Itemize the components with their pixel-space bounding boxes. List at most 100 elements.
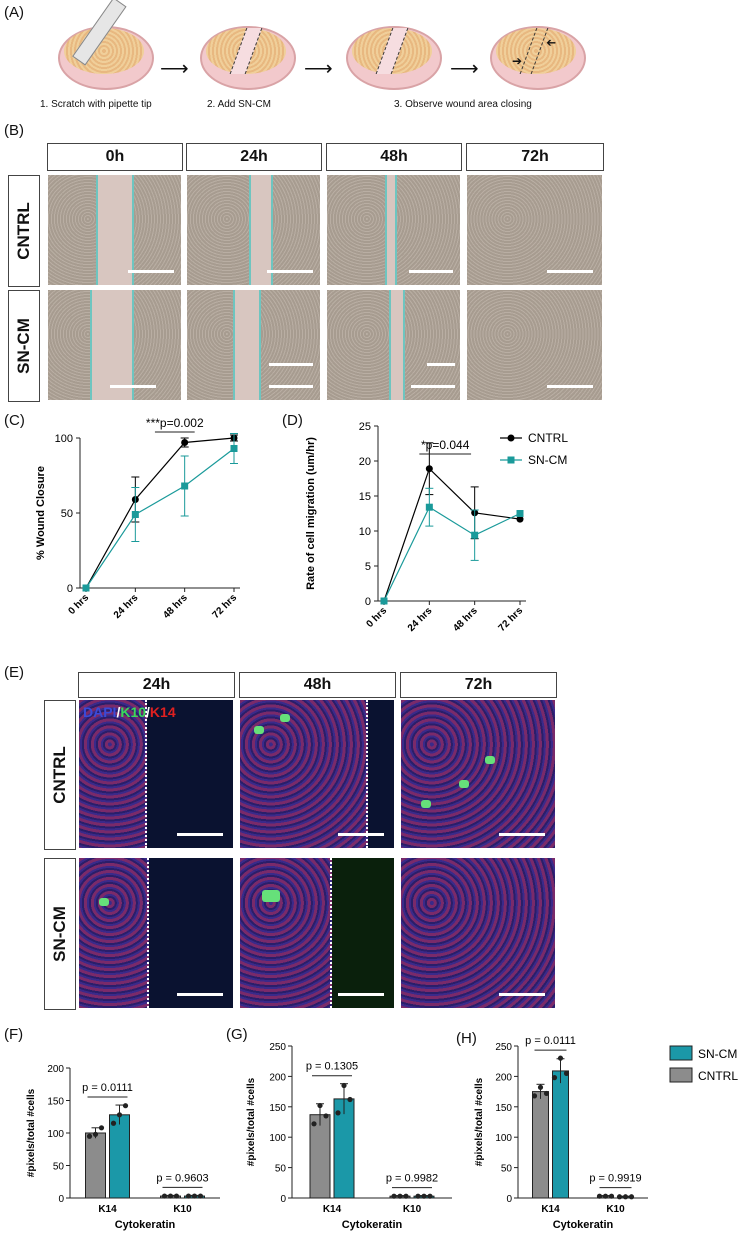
replicate-point: [551, 1075, 558, 1081]
scale-bar: [177, 833, 223, 836]
x-tick-label: K14: [323, 1204, 342, 1215]
p-value-label: p = 0.0111: [82, 1082, 133, 1094]
p-value-label: p = 0.1305: [306, 1061, 358, 1073]
y-tick-label: 50: [61, 508, 73, 520]
series-line-sn-cm: [85, 448, 235, 589]
panel-label-g: (G): [226, 1026, 248, 1043]
step-3-caption: 3. Observe wound area closing: [394, 99, 532, 110]
micrograph-sncm-48h: [327, 290, 460, 400]
x-tick-label: K14: [98, 1204, 117, 1215]
replicate-point: [622, 1194, 629, 1200]
step-1-caption: 1. Scratch with pipette tip: [40, 99, 152, 110]
data-point-cntrl: [516, 515, 524, 523]
fluorescence-cntrl-72h: [401, 700, 555, 848]
y-tick-label: 20: [359, 456, 371, 468]
column-header-72h: 72h: [466, 143, 604, 171]
replicate-point: [167, 1193, 174, 1199]
cell-monolayer-4: [496, 28, 576, 74]
y-tick-label: 250: [495, 1042, 512, 1053]
x-tick-label: 48 hrs: [161, 592, 190, 621]
y-tick-label: 25: [359, 421, 371, 433]
panel-label-a: (A): [4, 4, 24, 21]
y-tick-label: 0: [280, 1194, 286, 1205]
p-value-label: p = 0.9919: [589, 1173, 641, 1185]
replicate-point: [86, 1133, 93, 1139]
micrograph-sncm-0h: [48, 290, 181, 400]
data-point-sncm: [181, 482, 189, 490]
row-label-sncm: SN-CM: [44, 858, 76, 1010]
replicate-point: [185, 1193, 192, 1199]
data-point-sncm: [471, 531, 479, 539]
row-label-sncm: SN-CM: [8, 290, 40, 402]
replicate-point: [602, 1193, 609, 1199]
micrograph-cntrl-72h: [467, 175, 602, 285]
fluorescence-cntrl-24h: DAPI/K10/K14: [79, 700, 233, 848]
y-tick-label: 150: [47, 1097, 64, 1108]
replicate-point: [531, 1093, 538, 1099]
series-line-sn-cm: [383, 506, 521, 602]
x-tick-label: 24 hrs: [112, 592, 141, 621]
column-header-72h: 72h: [400, 672, 557, 698]
micrograph-cntrl-24h: [187, 175, 320, 285]
wound-edge-line: [366, 700, 368, 848]
legend-label: CNTRL: [528, 431, 568, 445]
scale-bar: [411, 385, 455, 388]
data-point-sncm: [516, 510, 524, 517]
y-axis-label: #pixels/total #cells: [474, 1077, 485, 1166]
chart-migration-rate: 0 5 10 15 20 25 0 hrs 24 hrs 48 hrs 72 hrs Rate of…: [305, 421, 568, 634]
y-tick-label: 200: [47, 1064, 64, 1075]
replicate-point: [557, 1055, 564, 1061]
stain-dapi: DAPI: [83, 704, 117, 720]
replicate-point: [161, 1193, 168, 1199]
p-value-label: p = 0.9982: [386, 1173, 438, 1185]
data-point-sncm: [380, 597, 388, 605]
x-tick-label: K10: [606, 1204, 625, 1215]
x-tick-label: K10: [403, 1204, 422, 1215]
y-axis-label: Rate of cell migration (um/hr): [305, 437, 317, 590]
x-tick-label: 24 hrs: [406, 605, 435, 634]
replicate-point: [116, 1112, 123, 1118]
y-axis-label: #pixels/total #cells: [246, 1077, 257, 1166]
data-point-sncm: [82, 584, 90, 592]
replicate-point: [317, 1102, 323, 1109]
replicate-point: [415, 1193, 421, 1199]
y-tick-label: 150: [269, 1103, 286, 1114]
scale-bar: [427, 363, 455, 366]
scale-bar: [267, 270, 313, 273]
bar-sn-cm: [552, 1070, 569, 1199]
fluorescence-sncm-72h: [401, 858, 555, 1008]
data-point-sncm: [425, 503, 433, 511]
bar-cntrl: [85, 1132, 106, 1199]
stain-legend: DAPI/K10/K14: [83, 704, 176, 720]
panel-label-h: (H): [456, 1030, 477, 1047]
panel-label-f: (F): [4, 1026, 24, 1043]
fluorescence-sncm-24h: [79, 858, 233, 1008]
fluorescence-cntrl-48h: [240, 700, 394, 848]
y-tick-label: 0: [506, 1194, 512, 1205]
y-tick-label: 0: [58, 1194, 64, 1205]
replicate-point: [197, 1193, 204, 1199]
migration-arrow-icon: ➔: [512, 54, 523, 68]
replicate-point: [391, 1193, 397, 1199]
y-tick-label: 100: [269, 1133, 286, 1144]
replicate-point: [628, 1194, 635, 1200]
legend-label: SN-CM: [528, 453, 567, 467]
replicate-point: [122, 1103, 129, 1109]
scale-bar: [547, 270, 593, 273]
fluorescence-sncm-48h: [240, 858, 394, 1008]
y-tick-label: 0: [67, 583, 73, 595]
replicate-point: [173, 1193, 180, 1199]
y-tick-label: 100: [495, 1133, 512, 1144]
panel-label-e: (E): [4, 664, 24, 681]
row-label-cntrl: CNTRL: [8, 175, 40, 287]
replicate-point: [596, 1193, 603, 1199]
scale-bar: [110, 385, 156, 388]
x-tick-label: K10: [173, 1204, 192, 1215]
micrograph-sncm-72h: [467, 290, 602, 400]
data-point-cntrl: [181, 439, 189, 446]
scale-bar: [338, 833, 384, 836]
replicate-point: [397, 1193, 403, 1199]
replicate-point: [608, 1193, 615, 1199]
legend-swatch: [669, 1067, 693, 1083]
column-header-48h: 48h: [326, 143, 462, 171]
